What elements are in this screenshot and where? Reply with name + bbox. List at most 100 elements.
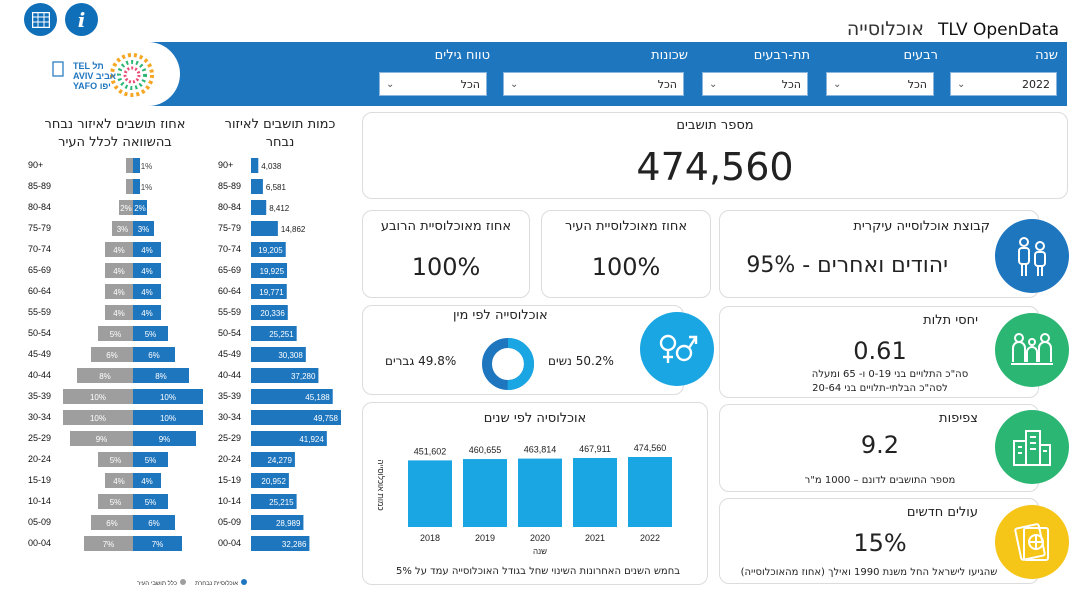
age-label: 40-44 <box>218 370 241 380</box>
pct-bar-selected <box>133 368 189 383</box>
count-bar <box>251 452 295 467</box>
neighborhoods-select[interactable]: ⌄ הכל <box>503 72 684 96</box>
count-label: 25,251 <box>269 330 294 339</box>
count-bar <box>251 221 278 236</box>
pct-label-city: 1% <box>114 183 126 192</box>
neighborhoods-filter-label: שכונות <box>651 48 688 63</box>
dependency-label: יחסי תלות <box>923 313 978 328</box>
count-bar <box>251 515 304 530</box>
year-select[interactable]: ⌄ 2022 <box>950 72 1057 96</box>
pct-bar-city <box>119 200 133 215</box>
table-view-button[interactable] <box>24 3 57 36</box>
age-label: 90+ <box>218 160 233 170</box>
main-group-card: קבוצת אוכלוסייה עיקרית יהודים ואחרים - 9… <box>719 210 1039 298</box>
gender-card: אוכלוסייה לפי מין 49.8% גברים 50.2% נשים <box>362 305 684 395</box>
pct-bar-city <box>77 368 133 383</box>
count-label: 37,280 <box>291 372 316 381</box>
city-pct-value: 100% <box>591 253 661 281</box>
count-label: 20,336 <box>260 309 285 318</box>
count-bar <box>251 389 333 404</box>
pct-bar-selected <box>133 242 161 257</box>
chevron-down-icon: ⌄ <box>709 78 718 90</box>
population-by-year-chart: 451,602 2018 460,655 2019 463,814 2020 467,911… <box>376 443 672 556</box>
pct-bar-selected <box>133 284 161 299</box>
pct-label-selected: 4% <box>141 309 153 318</box>
age-label: 55-59 <box>28 307 51 317</box>
density-value: 9.2 <box>860 431 900 459</box>
gender-donut-chart <box>482 338 534 390</box>
gender-icon <box>640 312 714 386</box>
pct-bar-selected <box>133 263 161 278</box>
count-bar <box>251 410 341 425</box>
legend-city-marker <box>180 579 186 585</box>
quarters-filter-label: רבעים <box>903 48 938 63</box>
year-tick-label: 2022 <box>640 533 660 543</box>
info-button[interactable]: i <box>65 3 98 36</box>
men-pct: 49.8% גברים <box>385 354 457 368</box>
pct-bar-selected <box>133 221 154 236</box>
age-label: 85-89 <box>218 181 241 191</box>
pct-bar-city <box>91 347 133 362</box>
chevron-down-icon: ⌄ <box>957 78 966 90</box>
pct-label-city: 7% <box>103 540 115 549</box>
age-label: 10-14 <box>218 496 241 506</box>
year-bar <box>518 458 562 527</box>
density-card: צפיפות 9.2 מספר התושבים לדונם – 1000 מ"ר <box>719 404 1039 492</box>
residents-label: מספר תושבים <box>676 118 754 133</box>
pct-label-selected: 5% <box>145 456 157 465</box>
age-label: 40-44 <box>28 370 51 380</box>
pct-label-city: 2% <box>120 204 132 213</box>
age-label: 00-04 <box>28 538 51 548</box>
pct-label-selected: 1% <box>141 162 153 171</box>
year-select-value: 2022 <box>1022 77 1050 91</box>
pct-label-city: 4% <box>113 246 125 255</box>
density-label: צפיפות <box>939 411 978 426</box>
pct-label-city: 4% <box>113 267 125 276</box>
dependency-value: 0.61 <box>853 337 907 365</box>
subquarters-select[interactable]: ⌄ הכל <box>702 72 808 96</box>
by-year-title: אוכלוסיה לפי שנים <box>483 411 587 426</box>
pct-bar-city <box>105 473 133 488</box>
svg-text:YAFO יפו: YAFO יפו <box>73 81 111 91</box>
count-bar <box>251 368 319 383</box>
women-arc <box>482 338 534 390</box>
legend-selected-marker <box>241 579 247 585</box>
year-bar <box>573 457 617 527</box>
pct-label-selected: 3% <box>138 225 150 234</box>
pct-label-selected: 10% <box>160 414 176 423</box>
pct-label-selected: 9% <box>159 435 171 444</box>
age-label: 05-09 <box>28 517 51 527</box>
pct-bar-selected <box>133 452 168 467</box>
population-group-icon <box>995 219 1069 293</box>
year-value-label: 474,560 <box>634 443 667 453</box>
main-group-label: קבוצת אוכלוסייה עיקרית <box>853 219 990 234</box>
pct-label-selected: 1% <box>141 183 153 192</box>
immigrants-value: 15% <box>853 529 907 557</box>
pct-bar-selected <box>133 326 168 341</box>
pct-bar-city <box>126 158 133 173</box>
pct-bar-city <box>84 536 133 551</box>
count-label: 45,188 <box>305 393 330 402</box>
pct-label-selected: 7% <box>152 540 164 549</box>
age-label: 45-49 <box>28 349 51 359</box>
pct-bar-city <box>91 515 133 530</box>
count-bar <box>251 284 287 299</box>
count-label: 25,215 <box>269 498 294 507</box>
ages-select[interactable]: ⌄ הכל <box>379 72 487 96</box>
age-label: 20-24 <box>28 454 51 464</box>
age-label: 90+ <box>28 160 43 170</box>
table-grid-icon <box>31 11 50 28</box>
pct-bar-city <box>63 410 133 425</box>
svg-text:AVIV אביב: AVIV אביב <box>73 71 116 81</box>
pct-bar-selected <box>133 200 147 215</box>
age-label: 15-19 <box>28 475 51 485</box>
quarters-select[interactable]: ⌄ הכל <box>826 72 934 96</box>
pct-label-city: 1% <box>114 162 126 171</box>
count-label: 24,279 <box>267 456 292 465</box>
pct-bar-selected <box>133 473 161 488</box>
pct-bar-city <box>70 431 133 446</box>
pct-label-selected: 4% <box>141 267 153 276</box>
count-label: 30,308 <box>278 351 303 360</box>
pct-bar-city <box>105 284 133 299</box>
count-bar <box>251 200 267 215</box>
